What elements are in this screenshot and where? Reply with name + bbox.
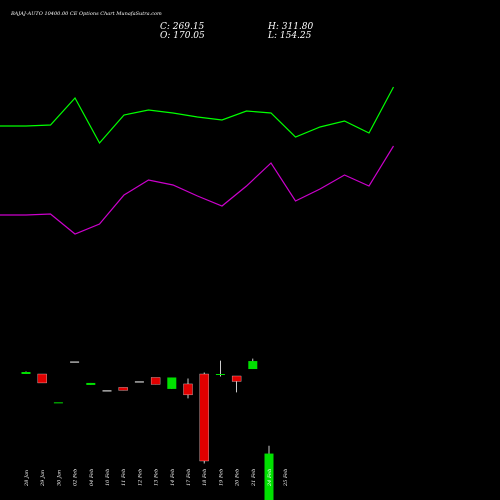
close-value: C: 269.15 [160,22,205,32]
candle-body [150,377,161,385]
x-tick-label: 29 Jan [40,470,46,487]
x-tick-label: 25 Feb [283,469,289,487]
candle-body [167,377,177,389]
candle-body [21,372,31,374]
candle-body [134,381,144,383]
candle-body [86,382,96,385]
candle-body [199,373,209,462]
x-tick-label: 12 Feb [137,469,143,486]
candle-body [248,361,258,370]
candle-body [102,390,112,392]
candle-body [183,383,193,396]
chart-title: BAJAJ-AUTO 10400.00 CE Options Chart Mun… [11,11,162,17]
x-tick-label: 18 Feb [202,469,208,486]
candle-body [53,402,63,404]
indicator-line-2 [0,145,395,235]
low-value: L: 154.25 [268,31,312,41]
x-tick-label: 04 Feb [89,469,95,486]
x-tick-label: 02 Feb [73,469,79,486]
candle-body [118,387,128,391]
candle-body [37,373,47,384]
x-tick-label: 30 Jan [56,470,62,486]
candle-body [70,361,80,363]
candle-body [264,453,274,500]
x-tick-label: 19 Feb [218,469,224,486]
high-value: H: 311.80 [268,22,314,32]
x-tick-label: 20 Feb [235,469,241,487]
candle-body [215,374,225,375]
x-tick-label: 24 Feb [267,469,273,487]
x-tick-label: 10 Feb [105,469,111,486]
x-tick-label: 21 Feb [251,469,257,487]
x-tick-label: 13 Feb [154,469,160,486]
x-tick-label: 11 Feb [121,469,127,486]
candle-body [231,375,242,382]
open-value: O: 170.05 [160,31,205,41]
x-tick-label: 28 Jan [24,470,30,487]
indicator-line-1 [0,86,395,145]
x-tick-label: 17 Feb [186,469,192,486]
x-tick-label: 14 Feb [170,469,176,486]
